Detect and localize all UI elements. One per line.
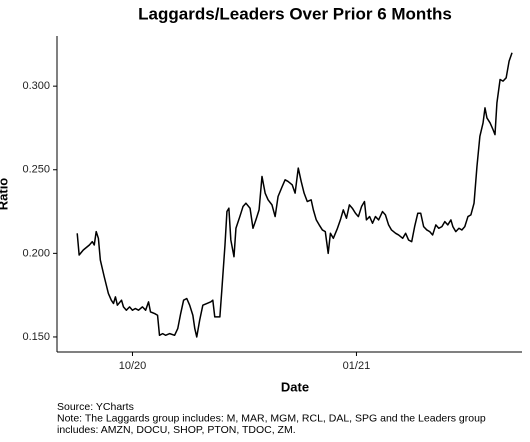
y-tick-label: 0.250 (22, 164, 50, 176)
x-tick-label: 10/20 (119, 360, 147, 372)
chart-title: Laggards/Leaders Over Prior 6 Months (138, 4, 452, 23)
note: includes: AMZN, DOCU, SHOP, PTON, TDOC, … (57, 424, 296, 436)
y-tick-label: 0.150 (22, 331, 50, 343)
note: Note: The Laggards group includes: M, MA… (57, 412, 486, 424)
x-tick-label: 01/21 (343, 360, 371, 372)
data-line (76, 52, 513, 338)
x-axis-title: Date (281, 379, 309, 394)
note: Source: YCharts (57, 401, 134, 413)
y-axis-title: Ratio (0, 178, 10, 211)
y-tick-label: 0.200 (22, 247, 50, 259)
y-tick-label: 0.300 (22, 80, 50, 92)
